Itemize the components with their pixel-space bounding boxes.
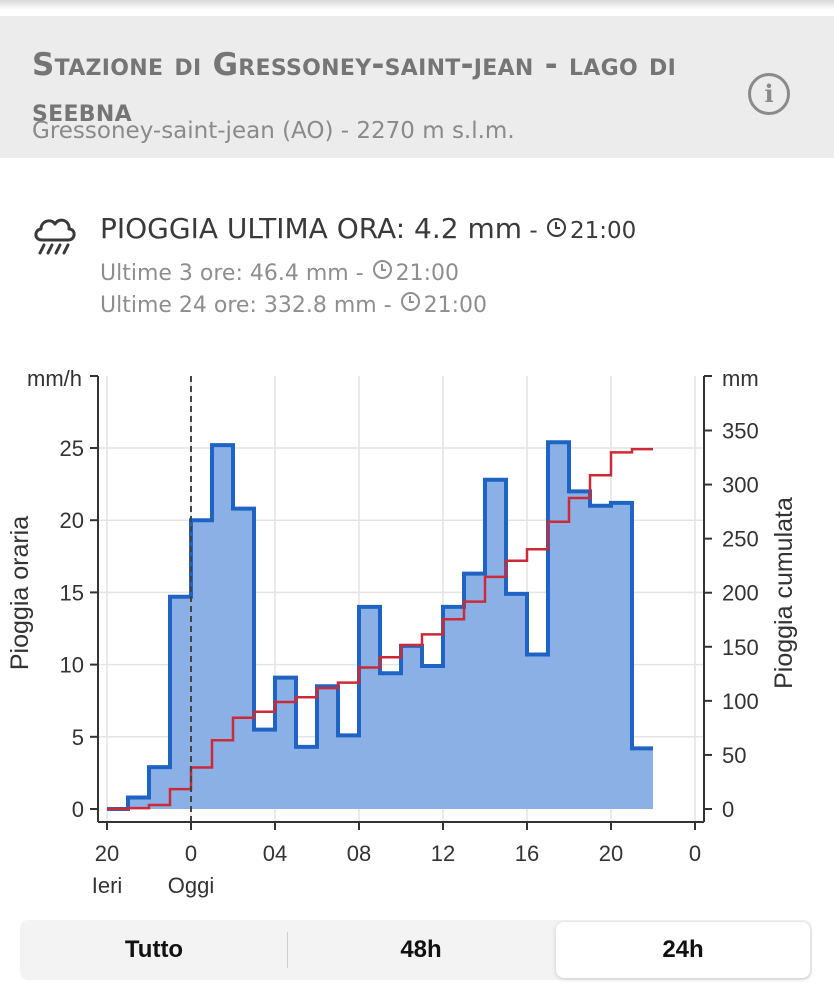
y-right-tick-label: 350 bbox=[722, 419, 759, 444]
cumulative-rain-line bbox=[107, 447, 653, 811]
rain-last-3h-sep: - bbox=[348, 261, 371, 286]
y-left-tick-label: 5 bbox=[72, 725, 84, 750]
rain-last-hour-value: PIOGGIA ULTIMA ORA: 4.2 mm bbox=[100, 212, 523, 245]
hourly-rain-line bbox=[107, 440, 653, 811]
y-right-tick-label: 250 bbox=[722, 527, 759, 552]
x-tick-label: 0 bbox=[689, 841, 701, 866]
tab-divider bbox=[287, 932, 288, 968]
y-right-unit: mm bbox=[722, 366, 759, 391]
station-header: Stazione di Gressoney-saint-jean - lago … bbox=[0, 16, 834, 158]
y-right-tick-label: 0 bbox=[722, 797, 734, 822]
rain-last-hour-time: 21:00 bbox=[569, 218, 637, 244]
x-tick-label: 20 bbox=[95, 841, 119, 866]
rain-cloud-icon bbox=[34, 218, 76, 255]
rain-chart: 051015202505010015020025030035020Ieri0Og… bbox=[6, 366, 798, 898]
y-left-title: Pioggia oraria bbox=[6, 516, 34, 670]
y-left-tick-label: 25 bbox=[60, 436, 84, 461]
rain-last-24h-value: Ultime 24 ore: 332.8 mm bbox=[100, 293, 377, 318]
rain-last-3h-time: 21:00 bbox=[395, 261, 460, 286]
y-right-tick-label: 100 bbox=[722, 689, 759, 714]
y-left-tick-label: 10 bbox=[60, 653, 84, 678]
rain-last-24h-sep: - bbox=[376, 293, 399, 318]
x-tick-sublabel: Oggi bbox=[168, 873, 214, 898]
y-left-tick-label: 0 bbox=[72, 797, 84, 822]
x-tick-label: 08 bbox=[347, 841, 371, 866]
x-tick-label: 04 bbox=[263, 841, 287, 866]
y-right-tick-label: 200 bbox=[722, 581, 759, 606]
rain-last-3h-value: Ultime 3 ore: 46.4 mm bbox=[100, 261, 349, 286]
x-tick-label: 12 bbox=[431, 841, 455, 866]
range-selector: Tutto 48h 24h bbox=[20, 920, 812, 980]
rain-last-24h: Ultime 24 ore: 332.8 mm - 21:00 bbox=[100, 292, 487, 318]
x-tick-label: 0 bbox=[185, 841, 197, 866]
station-subtitle: Gressoney-saint-jean (AO) - 2270 m s.l.m… bbox=[32, 118, 515, 144]
tab-all[interactable]: Tutto bbox=[124, 936, 184, 963]
y-left-unit: mm/h bbox=[27, 366, 82, 391]
rain-last-hour-sep: - bbox=[522, 218, 545, 244]
y-right-tick-label: 50 bbox=[722, 743, 746, 768]
y-right-tick-label: 150 bbox=[722, 635, 759, 660]
top-shadow bbox=[0, 0, 834, 10]
station-title: Stazione di Gressoney-saint-jean - lago … bbox=[32, 47, 677, 129]
y-left-tick-label: 15 bbox=[60, 580, 84, 605]
y-right-title: Pioggia cumulata bbox=[770, 497, 798, 689]
clock-icon bbox=[400, 292, 420, 311]
rain-last-hour: PIOGGIA ULTIMA ORA: 4.2 mm - 21:00 bbox=[100, 212, 636, 245]
rain-last-3h: Ultime 3 ore: 46.4 mm - 21:00 bbox=[100, 260, 459, 286]
x-tick-sublabel: Ieri bbox=[92, 873, 123, 898]
tab-24h[interactable]: 24h bbox=[556, 922, 810, 978]
x-tick-label: 16 bbox=[515, 841, 539, 866]
x-tick-label: 20 bbox=[599, 841, 623, 866]
rain-last-24h-time: 21:00 bbox=[423, 293, 488, 318]
clock-icon bbox=[546, 218, 566, 237]
clock-icon bbox=[372, 260, 392, 279]
info-icon[interactable]: i bbox=[748, 73, 790, 115]
tab-48h[interactable]: 48h bbox=[400, 936, 442, 963]
y-left-tick-label: 20 bbox=[60, 508, 84, 533]
y-right-tick-label: 300 bbox=[722, 473, 759, 498]
